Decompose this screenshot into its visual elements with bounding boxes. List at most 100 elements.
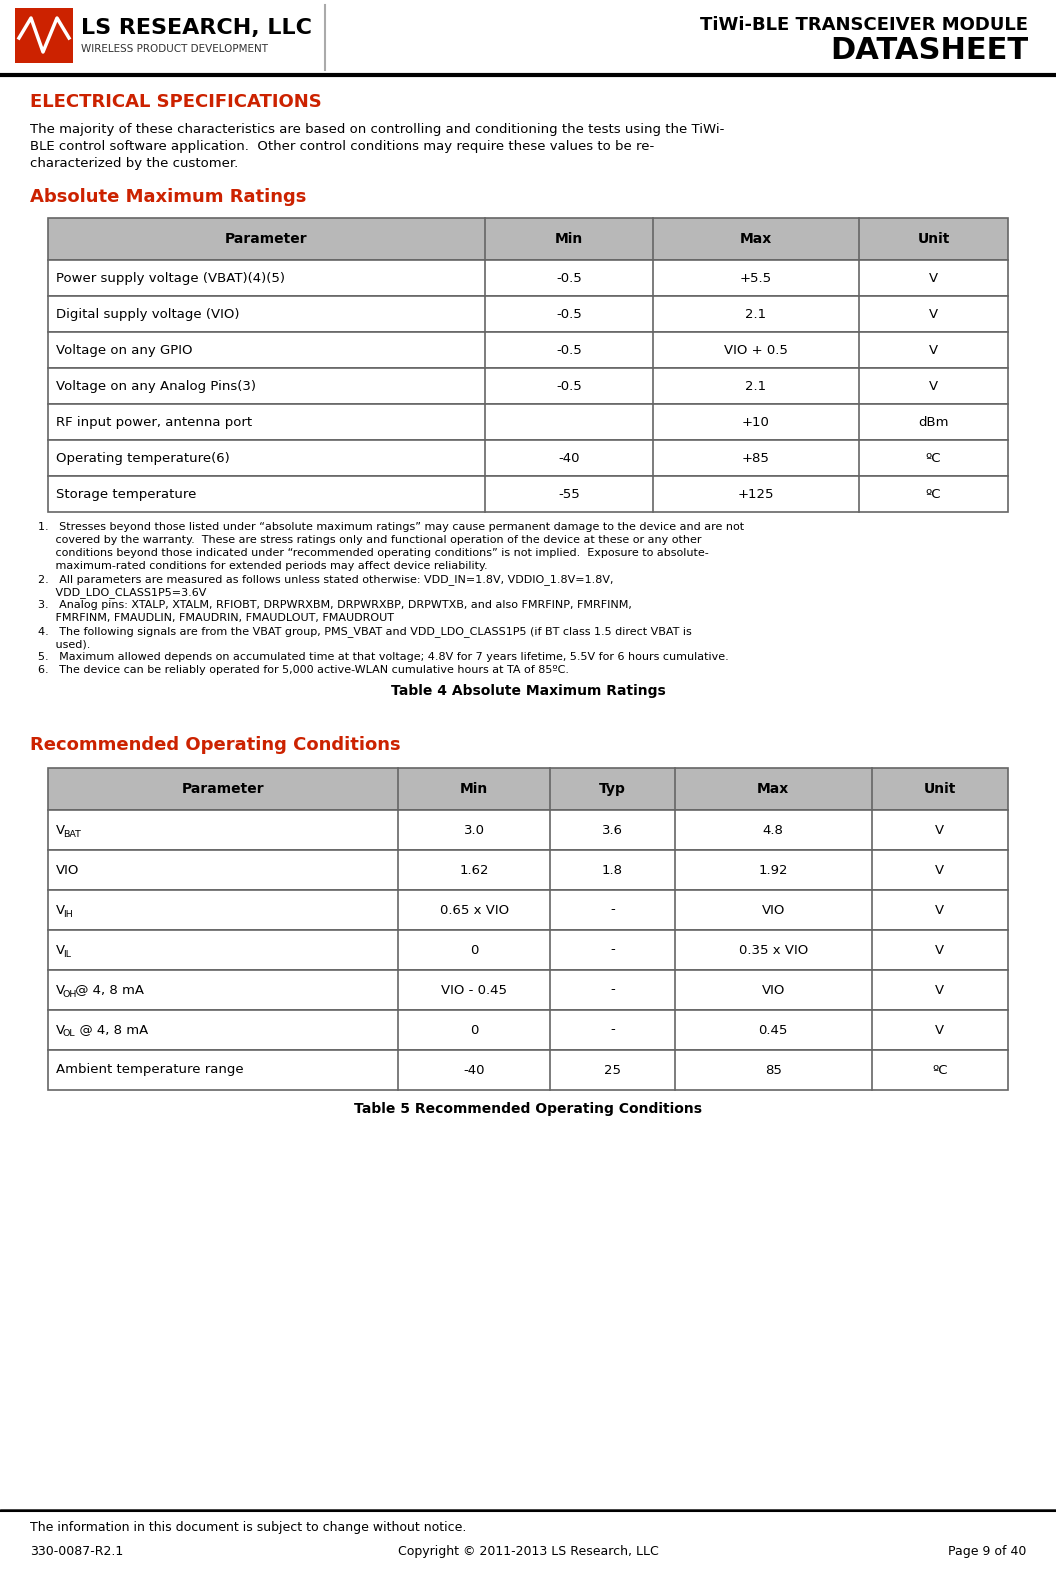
Text: Recommended Operating Conditions: Recommended Operating Conditions [30,736,400,753]
Text: +85: +85 [742,451,770,465]
Text: VIO: VIO [761,983,785,996]
Bar [48,1010,1008,1050]
Text: Absolute Maximum Ratings: Absolute Maximum Ratings [30,188,306,206]
Text: RF input power, antenna port: RF input power, antenna port [56,416,252,429]
Bar [48,768,1008,810]
Text: Min: Min [554,232,583,246]
Text: characterized by the customer.: characterized by the customer. [30,158,239,170]
Text: OH: OH [62,990,77,999]
Bar [48,403,1008,440]
Text: Min: Min [460,782,488,796]
Text: Operating temperature(6): Operating temperature(6) [56,451,230,465]
Text: Voltage on any Analog Pins(3): Voltage on any Analog Pins(3) [56,380,256,392]
Bar [0,0,1056,76]
Bar [48,440,1008,476]
Text: IH: IH [62,909,73,919]
Text: 6.   The device can be reliably operated for 5,000 active-WLAN cumulative hours : 6. The device can be reliably operated f… [38,665,569,675]
Text: Parameter: Parameter [225,232,307,246]
Bar [48,810,1008,849]
Text: 4.8: 4.8 [762,824,784,837]
Text: used).: used). [38,638,91,649]
Text: WIRELESS PRODUCT DEVELOPMENT: WIRELESS PRODUCT DEVELOPMENT [81,44,268,54]
Text: Table 5 Recommended Operating Conditions: Table 5 Recommended Operating Conditions [354,1102,702,1116]
Text: The information in this document is subject to change without notice.: The information in this document is subj… [30,1521,467,1533]
Text: -0.5: -0.5 [555,380,582,392]
Text: 2.1: 2.1 [746,380,767,392]
Text: Page 9 of 40: Page 9 of 40 [947,1544,1026,1559]
Bar [48,476,1008,512]
Text: -: - [610,903,615,917]
Text: Max: Max [757,782,790,796]
Text: 0.35 x VIO: 0.35 x VIO [738,944,808,957]
Text: LS RESEARCH, LLC: LS RESEARCH, LLC [81,17,312,38]
Text: TiWi-BLE TRANSCEIVER MODULE: TiWi-BLE TRANSCEIVER MODULE [700,16,1027,35]
Text: V: V [56,903,65,917]
Text: BLE control software application.  Other control conditions may require these va: BLE control software application. Other … [30,140,655,153]
Text: 25: 25 [604,1064,621,1076]
Text: 85: 85 [765,1064,781,1076]
Text: 0: 0 [470,1023,478,1037]
Text: @ 4, 8 mA: @ 4, 8 mA [71,983,145,996]
Text: V: V [56,824,65,837]
Text: DATASHEET: DATASHEET [830,36,1027,65]
Text: V: V [936,983,944,996]
Text: Storage temperature: Storage temperature [56,487,196,501]
Text: @ 4, 8 mA: @ 4, 8 mA [71,1023,149,1037]
Text: V: V [929,271,938,285]
Text: The majority of these characteristics are based on controlling and conditioning : The majority of these characteristics ar… [30,123,724,136]
Text: Voltage on any GPIO: Voltage on any GPIO [56,344,192,356]
Text: 2.1: 2.1 [746,307,767,320]
Text: 1.8: 1.8 [602,864,623,876]
Text: dBm: dBm [919,416,949,429]
Text: V: V [936,824,944,837]
Text: -40: -40 [558,451,580,465]
Text: 4.   The following signals are from the VBAT group, PMS_VBAT and VDD_LDO_CLASS1P: 4. The following signals are from the VB… [38,626,692,637]
Bar [48,969,1008,1010]
Text: +10: +10 [742,416,770,429]
Text: Table 4 Absolute Maximum Ratings: Table 4 Absolute Maximum Ratings [391,684,665,698]
Text: 330-0087-R2.1: 330-0087-R2.1 [30,1544,124,1559]
Text: ºC: ºC [932,1064,947,1076]
Bar [48,930,1008,969]
Text: 2.   All parameters are measured as follows unless stated otherwise: VDD_IN=1.8V: 2. All parameters are measured as follow… [38,574,614,585]
Text: 1.92: 1.92 [758,864,788,876]
Text: 0.45: 0.45 [758,1023,788,1037]
Text: Digital supply voltage (VIO): Digital supply voltage (VIO) [56,307,240,320]
Bar [48,1050,1008,1091]
Text: V: V [936,944,944,957]
Text: V: V [936,864,944,876]
Text: Max: Max [740,232,772,246]
Text: -: - [610,944,615,957]
Text: -: - [610,1023,615,1037]
Text: 5.   Maximum allowed depends on accumulated time at that voltage; 4.8V for 7 yea: 5. Maximum allowed depends on accumulate… [38,652,729,662]
Text: 1.62: 1.62 [459,864,489,876]
Text: Ambient temperature range: Ambient temperature range [56,1064,244,1076]
Text: Typ: Typ [599,782,626,796]
Text: VIO: VIO [56,864,79,876]
Text: 0.65 x VIO: 0.65 x VIO [439,903,509,917]
Text: -0.5: -0.5 [555,344,582,356]
Text: V: V [936,903,944,917]
Text: V: V [56,983,65,996]
Text: V: V [936,1023,944,1037]
Text: -40: -40 [464,1064,485,1076]
Text: -: - [610,983,615,996]
Text: +125: +125 [738,487,774,501]
Text: V: V [929,307,938,320]
Bar [48,333,1008,369]
Text: +5.5: +5.5 [740,271,772,285]
Text: Unit: Unit [924,782,956,796]
Text: V: V [56,944,65,957]
Text: -0.5: -0.5 [555,271,582,285]
Text: V: V [929,344,938,356]
Bar [15,8,73,63]
Text: IL: IL [62,949,71,958]
Text: BAT: BAT [62,829,80,838]
Text: maximum-rated conditions for extended periods may affect device reliability.: maximum-rated conditions for extended pe… [38,561,488,571]
Text: VIO - 0.45: VIO - 0.45 [441,983,507,996]
Bar [48,217,1008,260]
Text: 3.6: 3.6 [602,824,623,837]
Text: ºC: ºC [926,487,941,501]
Text: covered by the warranty.  These are stress ratings only and functional operation: covered by the warranty. These are stres… [38,534,701,545]
Text: OL: OL [62,1029,75,1039]
